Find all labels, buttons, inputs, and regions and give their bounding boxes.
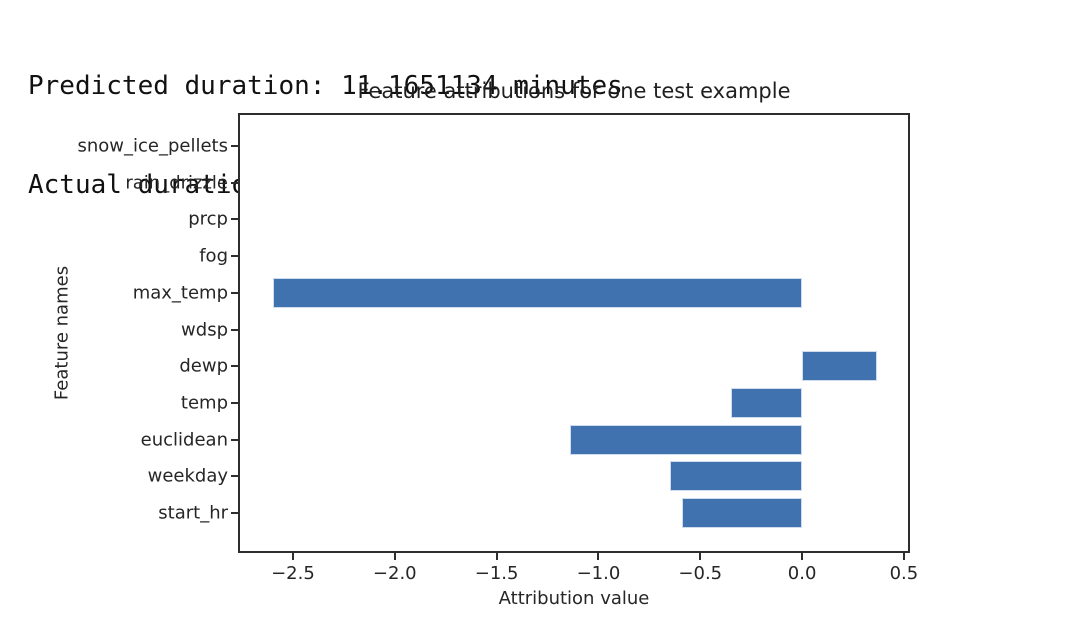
- x-tick-mark: [291, 553, 294, 560]
- x-tick-label-−2.5: −2.5: [271, 563, 315, 584]
- x-tick-mark: [597, 553, 600, 560]
- y-tick-mark: [231, 218, 238, 221]
- y-tick-mark: [231, 291, 238, 294]
- x-tick-label-0.0: 0.0: [787, 563, 817, 584]
- x-tick-label-−1.0: −1.0: [576, 563, 621, 584]
- predicted-duration-text: Predicted duration: 11.1651134 minutes: [28, 71, 623, 101]
- x-tick-mark: [801, 553, 804, 560]
- y-tick-label-wdsp: wdsp: [181, 319, 228, 340]
- bar-max_temp: [272, 277, 803, 308]
- x-tick-mark: [699, 553, 702, 560]
- y-tick-mark: [231, 145, 238, 147]
- y-tick-mark: [231, 401, 238, 404]
- y-tick-mark: [231, 438, 238, 441]
- y-axis-label: Feature names: [51, 265, 73, 401]
- y-tick-label-weekday: weekday: [147, 465, 228, 487]
- x-tick-mark: [902, 553, 905, 560]
- y-tick-mark: [231, 328, 238, 331]
- x-axis-label: Attribution value: [498, 588, 650, 609]
- x-tick-mark: [393, 553, 396, 560]
- chart-title: Feature attributions for one test exampl…: [357, 79, 791, 103]
- bar-dewp: [802, 351, 878, 382]
- bar-euclidean: [569, 424, 803, 455]
- y-tick-mark: [231, 255, 238, 258]
- bar-start_hr: [681, 498, 803, 528]
- x-tick-label-0.5: 0.5: [889, 563, 919, 584]
- x-tick-label-−2.0: −2.0: [372, 563, 417, 584]
- y-tick-label-temp: temp: [180, 392, 228, 414]
- y-tick-label-snow_ice_pellets: snow_ice_pellets: [77, 135, 228, 157]
- x-tick-label-−0.5: −0.5: [678, 563, 723, 584]
- bar-temp: [730, 387, 803, 418]
- y-tick-mark: [231, 475, 238, 478]
- y-tick-mark: [231, 512, 238, 514]
- y-tick-label-dewp: dewp: [179, 355, 228, 377]
- y-tick-mark: [231, 181, 238, 184]
- y-tick-label-prcp: prcp: [188, 208, 228, 230]
- bar-weekday: [669, 461, 803, 492]
- y-tick-label-fog: fog: [199, 245, 228, 267]
- y-tick-mark: [231, 365, 238, 368]
- y-tick-label-rain_drizzle: rain_drizzle: [125, 172, 228, 194]
- y-tick-label-max_temp: max_temp: [132, 282, 228, 304]
- x-tick-label-−1.5: −1.5: [474, 563, 519, 584]
- y-tick-label-start_hr: start_hr: [158, 502, 228, 524]
- y-tick-label-euclidean: euclidean: [140, 429, 228, 451]
- x-tick-mark: [495, 553, 498, 560]
